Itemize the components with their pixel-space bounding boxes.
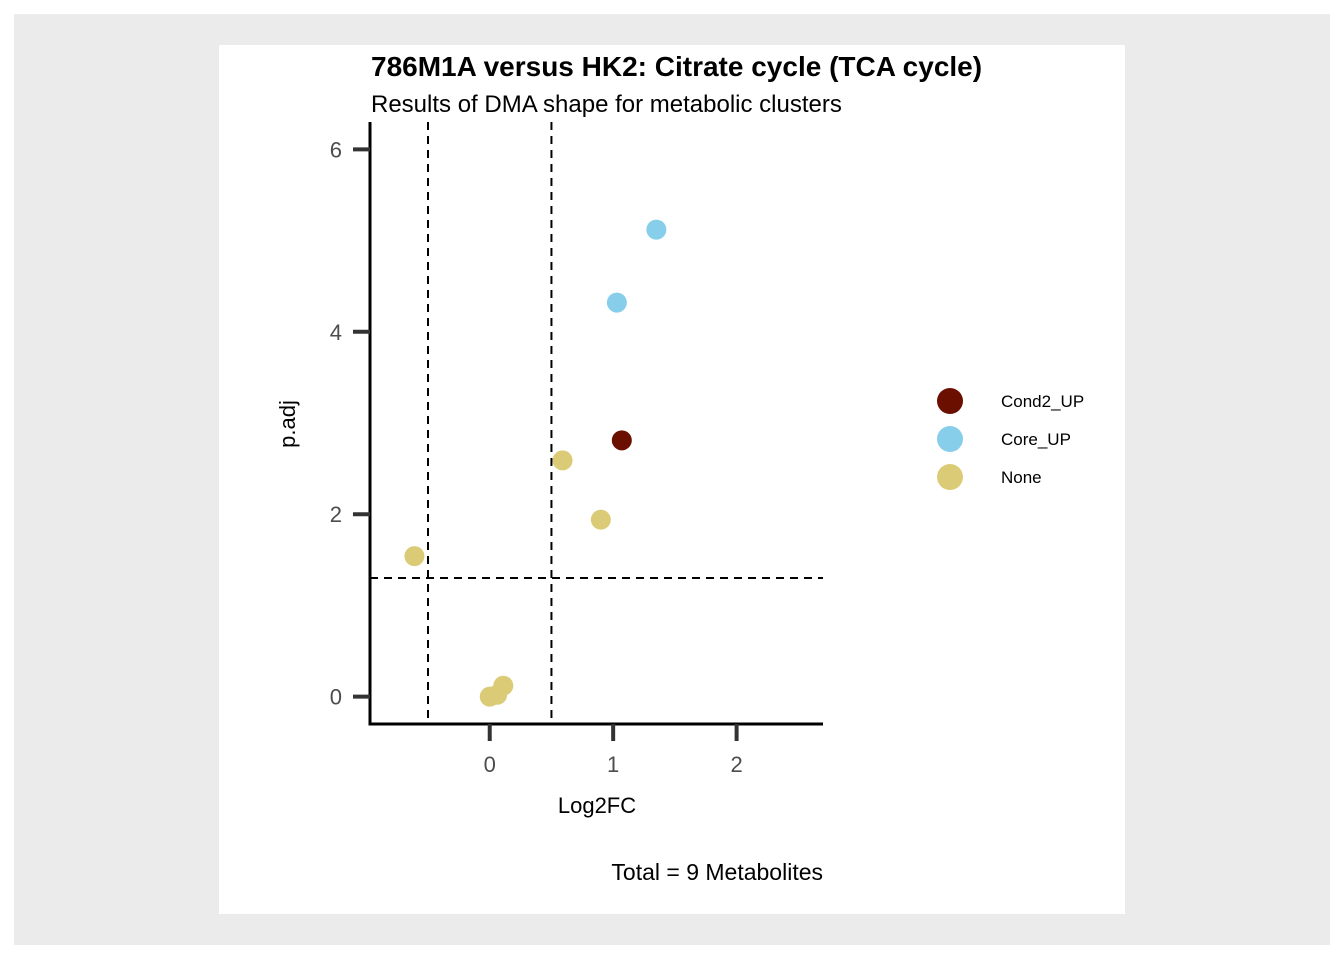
y-tick-label: 6 — [330, 137, 342, 162]
legend-swatch — [937, 388, 963, 414]
x-tick-label: 1 — [607, 752, 619, 777]
x-tick-label: 0 — [484, 752, 496, 777]
point-core-up — [646, 219, 667, 240]
legend-label: None — [1001, 468, 1042, 487]
point-none — [404, 546, 425, 567]
point-none — [590, 509, 611, 530]
point-none — [479, 686, 500, 707]
point-core-up — [606, 292, 627, 313]
data-points — [404, 219, 667, 707]
chart-caption: Total = 9 Metabolites — [611, 859, 823, 885]
axes: 0 1 2 0 2 4 6 — [330, 122, 823, 777]
x-tick-label: 2 — [730, 752, 742, 777]
point-cond2-up — [611, 430, 632, 451]
chart-subtitle: Results of DMA shape for metabolic clust… — [371, 91, 842, 118]
x-axis-label: Log2FC — [558, 793, 636, 818]
legend-label: Cond2_UP — [1001, 392, 1084, 411]
y-tick-label: 4 — [330, 320, 342, 345]
chart-title: 786M1A versus HK2: Citrate cycle (TCA cy… — [371, 51, 982, 82]
threshold-lines — [370, 122, 823, 724]
legend-label: Core_UP — [1001, 430, 1071, 449]
point-none — [552, 450, 573, 471]
legend-swatch — [937, 426, 963, 452]
y-tick-label: 2 — [330, 502, 342, 527]
y-axis-label: p.adj — [275, 400, 300, 448]
y-tick-label: 0 — [330, 685, 342, 710]
legend-swatch — [937, 464, 963, 490]
legend: Cond2_UP Core_UP None — [937, 388, 1084, 490]
